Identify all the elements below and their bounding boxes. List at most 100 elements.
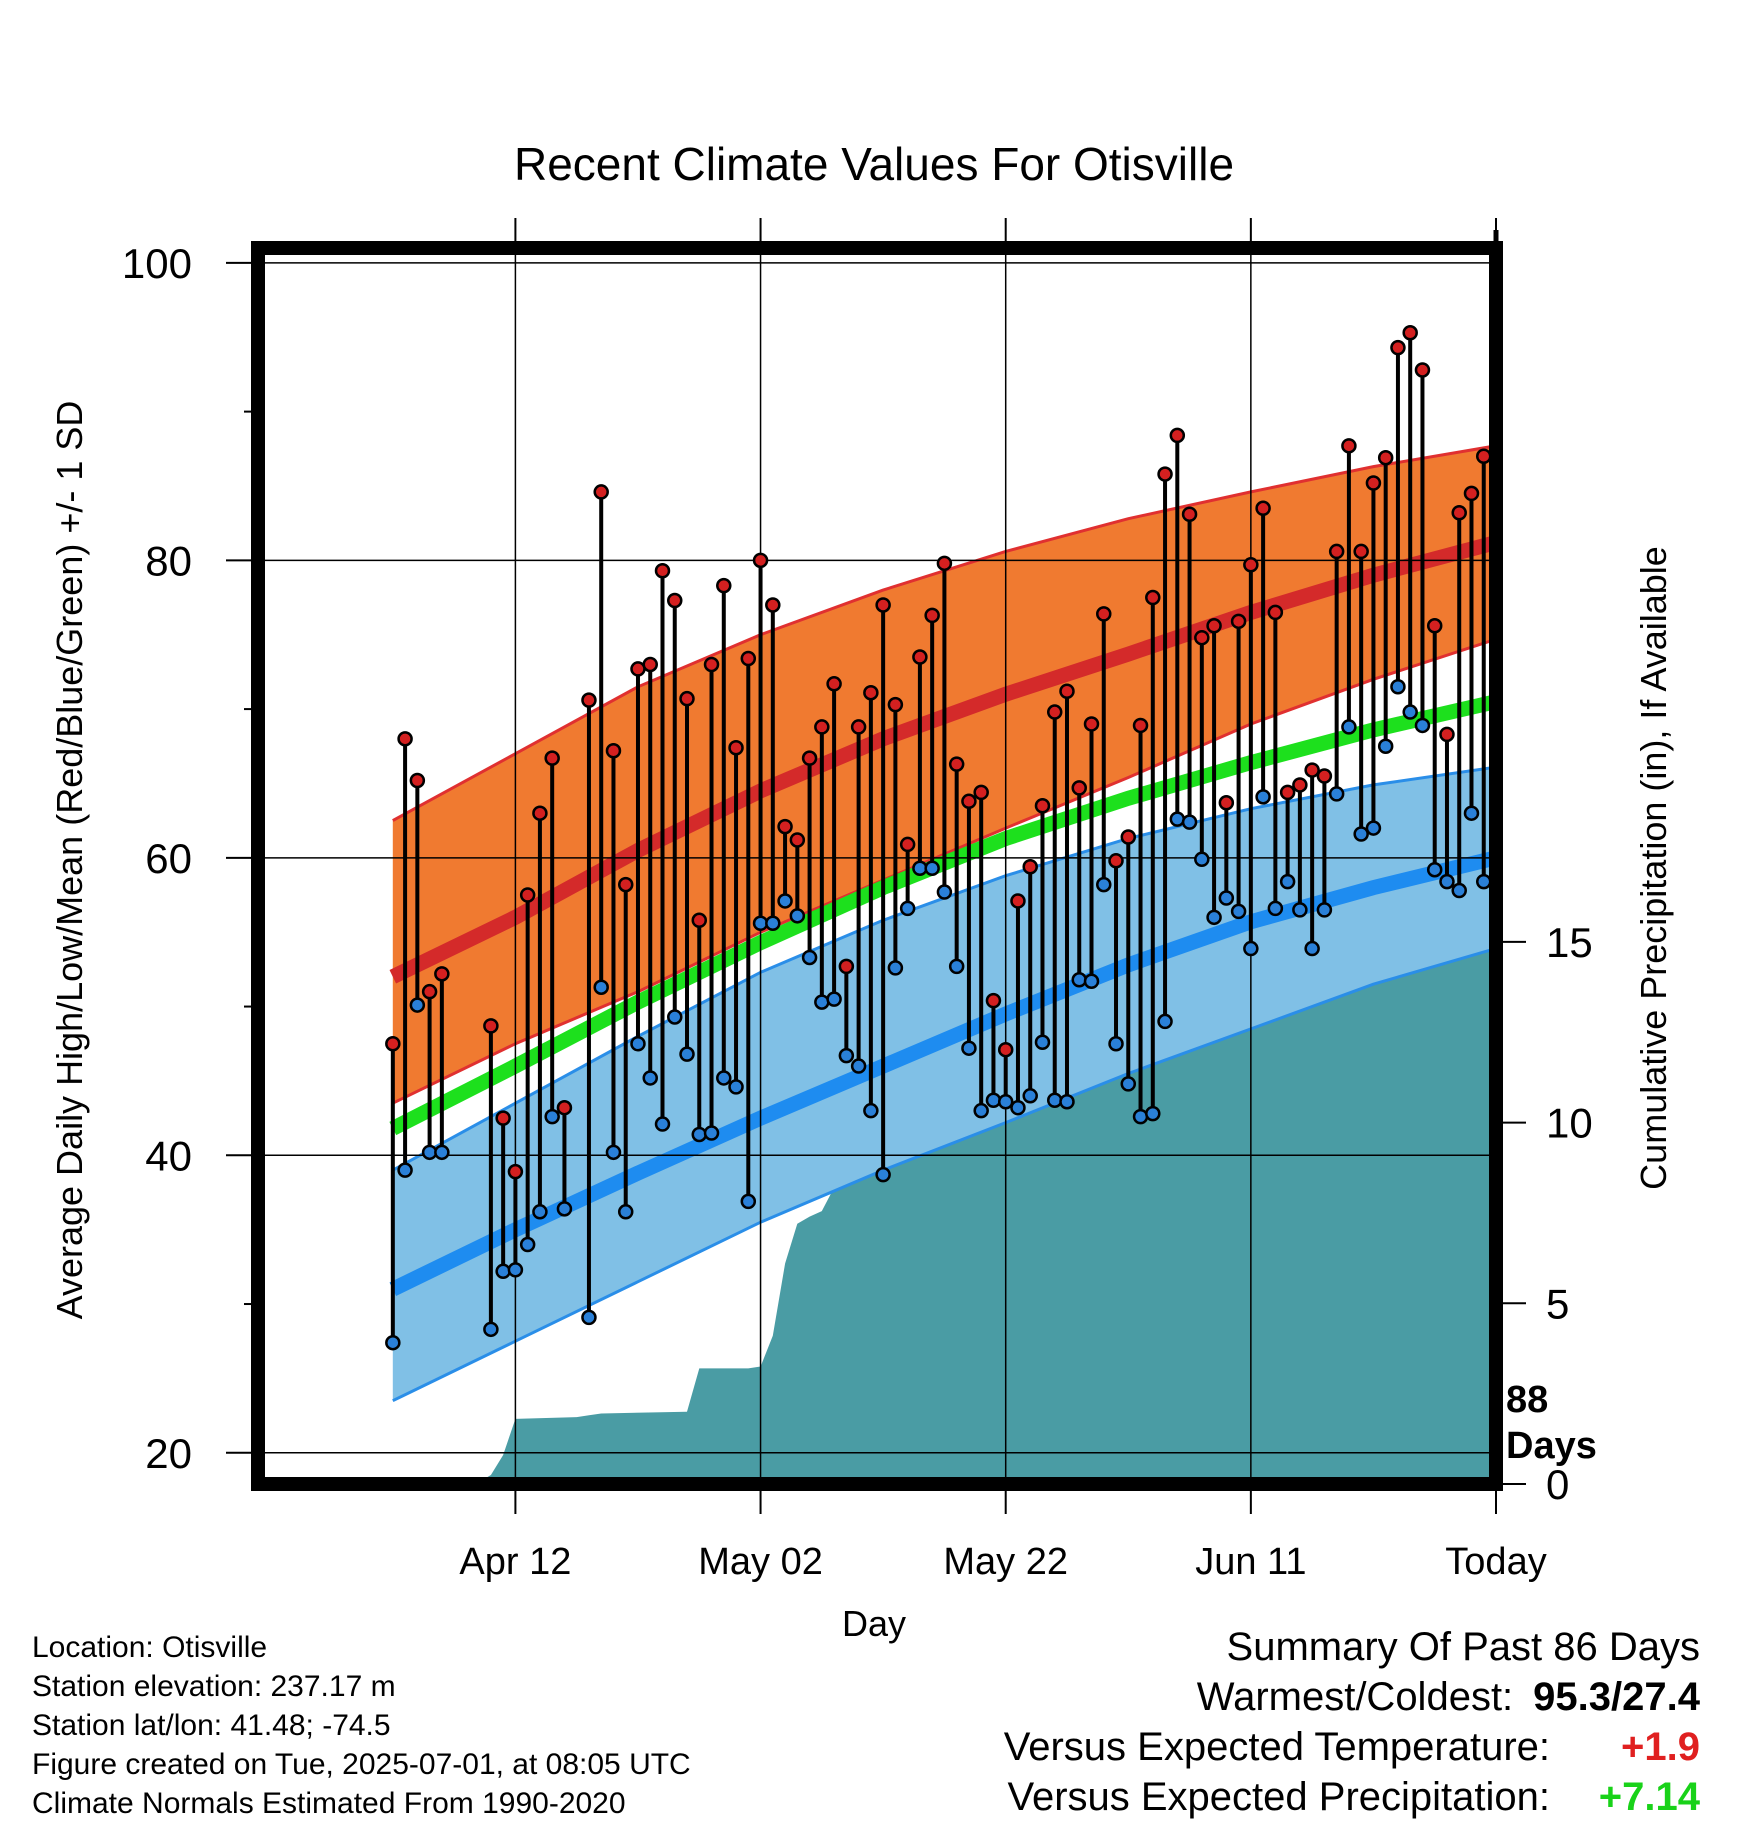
daily-low-point — [1463, 805, 1480, 821]
daily-low-point — [642, 1070, 658, 1086]
daily-high-point — [1316, 768, 1333, 784]
daily-high-point — [1426, 618, 1443, 634]
daily-high-point — [997, 1041, 1014, 1058]
daily-low-point — [961, 1040, 977, 1056]
daily-low-point — [887, 960, 904, 976]
summary-temp-row: Versus Expected Temperature: +1.9 — [1004, 1722, 1700, 1772]
daily-low-point — [1377, 738, 1394, 755]
daily-high-point — [777, 818, 793, 835]
daily-high-point — [654, 563, 671, 579]
daily-high-point — [1304, 762, 1320, 778]
daily-low-point — [519, 1236, 536, 1253]
daily-high-point — [1279, 784, 1296, 801]
x-tick-label: Apr 12 — [459, 1541, 571, 1583]
daily-high-point — [691, 912, 708, 929]
summary-precip-label: Versus Expected Precipitation: — [1007, 1775, 1550, 1819]
daily-low-point — [777, 893, 793, 909]
daily-high-point — [507, 1163, 524, 1180]
daily-low-point — [1083, 973, 1100, 990]
daily-high-point — [397, 731, 413, 747]
daily-high-point — [1046, 704, 1063, 720]
plot-frame — [251, 241, 1503, 1491]
daily-low-point — [667, 1009, 683, 1025]
daily-high-point — [1218, 795, 1235, 811]
daily-high-point — [642, 656, 658, 673]
daily-high-point — [1414, 362, 1431, 378]
daily-high-point — [1083, 716, 1100, 732]
daily-high-point — [532, 805, 548, 821]
info-normals: Climate Normals Estimated From 1990-2020 — [32, 1787, 626, 1820]
daily-low-point — [556, 1201, 573, 1217]
daily-high-point — [434, 966, 450, 982]
daily-high-point — [1194, 629, 1210, 646]
daily-high-point — [593, 484, 609, 500]
y2-tick-label: 10 — [1546, 1100, 1593, 1147]
daily-low-point — [716, 1070, 732, 1086]
daily-low-point — [691, 1126, 708, 1143]
x-tick-label: May 02 — [698, 1541, 823, 1583]
y2-tick-label: 15 — [1546, 919, 1593, 966]
daily-high-point — [519, 887, 536, 903]
daily-low-point — [997, 1093, 1014, 1110]
daily-high-point — [1132, 717, 1149, 734]
daily-high-point — [973, 784, 989, 801]
daily-high-point — [544, 750, 560, 766]
daily-low-point — [1365, 820, 1382, 836]
daily-low-point — [1414, 717, 1431, 734]
daily-low-point — [1108, 1035, 1124, 1052]
daily-low-point — [863, 1102, 879, 1119]
daily-low-point — [1243, 940, 1259, 957]
daily-high-point — [1255, 500, 1271, 517]
daily-low-point — [532, 1204, 548, 1220]
daily-low-point — [801, 949, 818, 966]
chart-title: Recent Climate Values For Otisville — [514, 138, 1234, 190]
daily-low-point — [1096, 876, 1112, 893]
daily-high-point — [1267, 604, 1284, 621]
x-tick-label: May 22 — [943, 1541, 1068, 1583]
daily-low-point — [1132, 1108, 1149, 1125]
daily-low-point — [740, 1193, 757, 1210]
daily-high-point — [752, 552, 769, 569]
daily-low-point — [507, 1262, 524, 1278]
info-elevation: Station elevation: 237.17 m — [32, 1670, 396, 1703]
daily-low-point — [654, 1116, 671, 1132]
info-location: Location: Otisville — [32, 1631, 268, 1664]
daily-low-point — [924, 860, 940, 876]
daily-low-point — [838, 1047, 855, 1064]
info-latlon: Station lat/lon: 41.48; -74.5 — [32, 1709, 391, 1742]
daily-low-point — [1451, 882, 1467, 899]
daily-high-point — [1022, 858, 1038, 875]
daily-high-point — [1145, 589, 1161, 606]
daily-low-point — [1328, 786, 1345, 802]
daily-high-point — [875, 597, 891, 613]
daily-low-point — [409, 997, 426, 1013]
daily-high-point — [789, 832, 806, 848]
daily-high-point — [814, 719, 830, 735]
x-axis-label: Day — [842, 1603, 906, 1644]
daily-high-point — [385, 1035, 401, 1052]
daily-high-point — [1169, 427, 1186, 444]
daily-high-point — [863, 684, 879, 701]
daily-high-point — [961, 793, 977, 810]
daily-high-point — [1377, 449, 1394, 466]
daily-low-point — [630, 1035, 646, 1052]
daily-low-point — [1255, 789, 1271, 805]
daily-low-point — [1046, 1092, 1063, 1109]
daily-low-point — [948, 958, 965, 975]
daily-low-point — [593, 979, 609, 995]
daily-low-point — [1071, 972, 1087, 988]
daily-low-point — [1439, 873, 1455, 890]
daily-high-point — [581, 692, 597, 708]
daily-low-point — [1316, 902, 1333, 918]
daily-low-point — [385, 1334, 401, 1351]
daily-high-point — [1120, 829, 1137, 845]
y-tick-label: 80 — [145, 537, 192, 584]
daily-low-point — [1022, 1088, 1038, 1104]
daily-high-point — [887, 696, 904, 713]
daily-high-point — [850, 719, 867, 735]
daily-high-point — [409, 772, 426, 789]
daily-low-point — [1169, 811, 1186, 827]
daily-low-point — [397, 1162, 413, 1178]
